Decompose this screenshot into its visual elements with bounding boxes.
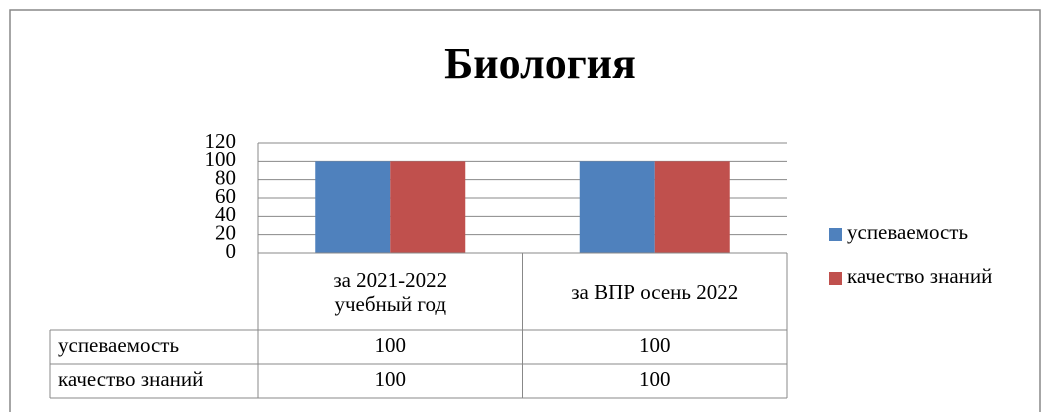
table-row-label: качество знаний [58, 367, 203, 391]
table-cell: 100 [639, 367, 671, 391]
y-tick-label: 0 [226, 239, 237, 263]
chart-border [9, 9, 1041, 412]
legend-label: качество знаний [847, 264, 992, 288]
legend-swatch [829, 272, 842, 285]
bar [315, 161, 391, 253]
y-tick-label: 60 [215, 184, 236, 208]
bar [390, 161, 466, 253]
y-tick-label: 100 [205, 147, 237, 171]
y-tick-label: 20 [215, 220, 236, 244]
x-tick-label: за ВПР осень 2022 [571, 279, 739, 304]
table-cell: 100 [375, 333, 407, 357]
table-cell: 100 [639, 333, 671, 357]
bar [654, 161, 730, 253]
y-tick-label: 120 [205, 129, 237, 153]
legend-swatch [829, 228, 842, 241]
chart-title: Биология [444, 39, 636, 88]
legend-label: успеваемость [847, 220, 968, 244]
x-tick-label: за 2021-2022 учебный год [333, 267, 448, 316]
bar [579, 161, 655, 253]
table-row-label: успеваемость [58, 333, 179, 357]
table-cell: 100 [375, 367, 407, 391]
y-tick-label: 80 [215, 165, 236, 189]
y-tick-label: 40 [215, 202, 236, 226]
